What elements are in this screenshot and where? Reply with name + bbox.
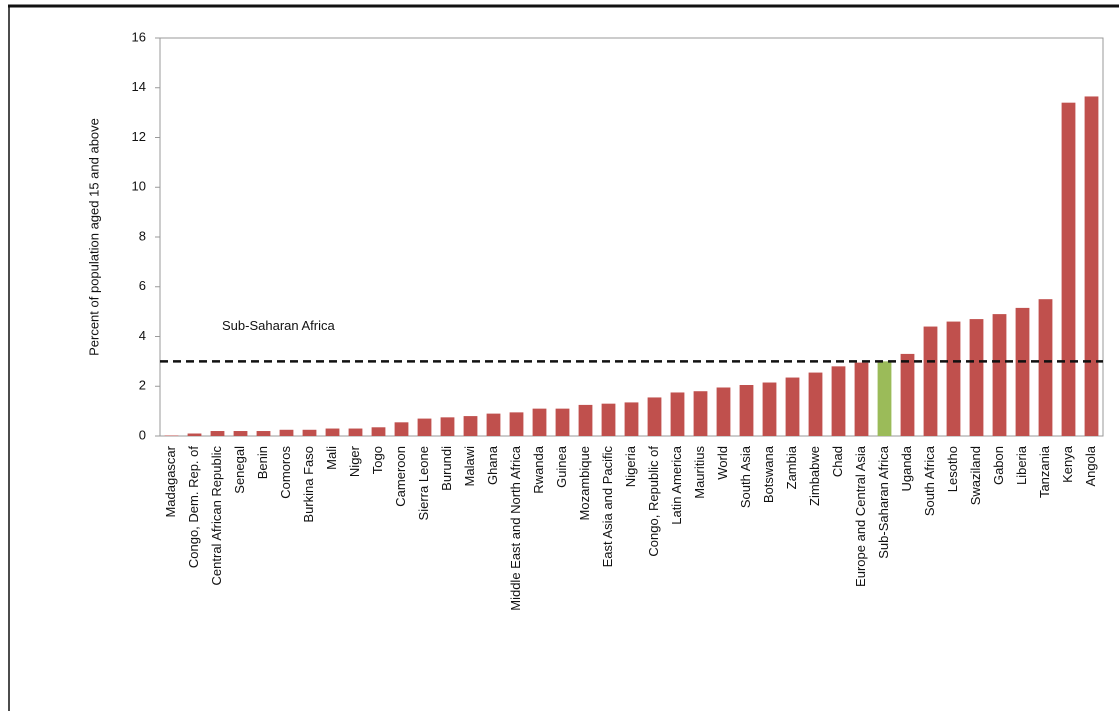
- x-tick-label: East Asia and Pacific: [600, 446, 615, 568]
- y-tick-label: 16: [132, 29, 146, 44]
- bar: [325, 428, 340, 436]
- bar: [716, 387, 731, 436]
- x-tick-label: Chad: [830, 446, 845, 477]
- bar: [808, 372, 823, 436]
- x-tick-label: Burundi: [439, 446, 454, 491]
- x-tick-label: Angola: [1083, 445, 1098, 486]
- y-tick-label: 12: [132, 129, 146, 144]
- x-tick-label: Tanzania: [1037, 445, 1052, 498]
- x-tick-label: Middle East and North Africa: [508, 445, 523, 611]
- bar: [624, 402, 639, 436]
- bar: [256, 431, 271, 436]
- x-tick-label: Madagascar: [163, 445, 178, 517]
- x-tick-label: Zambia: [784, 445, 799, 489]
- x-tick-label: Sierra Leone: [416, 446, 431, 520]
- x-tick-label: Togo: [370, 446, 385, 474]
- bar: [1061, 102, 1076, 437]
- bar: [486, 413, 501, 436]
- x-tick-label: Niger: [347, 445, 362, 477]
- x-tick-label: Sub-Saharan Africa: [876, 445, 891, 559]
- bar: [739, 385, 754, 436]
- x-tick-label: Senegal: [232, 446, 247, 494]
- x-tick-label: Benin: [255, 446, 270, 479]
- x-tick-label: Congo, Dem. Rep. of: [186, 446, 201, 569]
- x-tick-label: Liberia: [1014, 445, 1029, 485]
- y-tick-label: 4: [139, 328, 146, 343]
- x-tick-label: Mali: [324, 446, 339, 470]
- x-tick-label: Zimbabwe: [807, 446, 822, 506]
- bar: [946, 321, 961, 436]
- bar: [1038, 299, 1053, 436]
- bar: [187, 433, 202, 436]
- bar: [854, 362, 869, 436]
- y-tick-label: 2: [139, 378, 146, 393]
- y-axis-label: Percent of population aged 15 and above: [86, 118, 101, 356]
- x-tick-label: Lesotho: [945, 446, 960, 492]
- bar: [831, 366, 846, 436]
- x-tick-label: Europe and Central Asia: [853, 445, 868, 587]
- plot-frame: [159, 37, 1104, 437]
- bar: [233, 431, 248, 436]
- x-tick-label: Botswana: [761, 445, 776, 503]
- y-tick-label: 6: [139, 278, 146, 293]
- x-tick-label: Mauritius: [692, 446, 707, 499]
- x-tick-label: Malawi: [462, 446, 477, 487]
- bar: [992, 314, 1007, 436]
- x-tick-label: Guinea: [554, 445, 569, 488]
- bar: [877, 361, 892, 436]
- bar: [210, 431, 225, 436]
- bar: [601, 403, 616, 436]
- bar: [647, 397, 662, 436]
- x-tick-label: Central African Republic: [209, 446, 224, 586]
- x-tick-label: Nigeria: [623, 445, 638, 487]
- x-tick-label: Ghana: [485, 445, 500, 485]
- y-tick-label: 10: [132, 179, 146, 194]
- bar: [969, 319, 984, 436]
- bar: [670, 392, 685, 436]
- x-tick-label: Rwanda: [531, 445, 546, 493]
- bar: [693, 391, 708, 436]
- x-tick-label: Gabon: [991, 446, 1006, 485]
- x-tick-label: Kenya: [1060, 445, 1075, 483]
- x-tick-label: Mozambique: [577, 446, 592, 520]
- y-tick-label: 0: [139, 427, 146, 442]
- bar: [532, 408, 547, 436]
- bar: [463, 416, 478, 436]
- x-tick-label: Latin America: [669, 445, 684, 525]
- bar: [1084, 96, 1099, 437]
- x-tick-label: Swaziland: [968, 446, 983, 505]
- bar: [785, 377, 800, 436]
- x-tick-label: South Africa: [922, 445, 937, 516]
- bar: [371, 427, 386, 436]
- y-tick-label: 14: [132, 79, 146, 94]
- x-tick-label: Comoros: [278, 446, 293, 499]
- x-tick-label: Burkina Faso: [301, 446, 316, 523]
- x-tick-label: World: [715, 446, 730, 480]
- reference-label: Sub-Saharan Africa: [222, 318, 336, 333]
- x-tick-label: Uganda: [899, 445, 914, 491]
- bar: [923, 326, 938, 436]
- bar: [302, 429, 317, 436]
- bar: [1015, 307, 1030, 436]
- bar: [417, 418, 432, 436]
- bar: [394, 422, 409, 436]
- bar: [348, 428, 363, 436]
- bar: [279, 429, 294, 436]
- x-tick-label: Cameroon: [393, 446, 408, 507]
- x-tick-label: South Asia: [738, 445, 753, 508]
- bar: [509, 412, 524, 436]
- y-tick-label: 8: [139, 228, 146, 243]
- bar: [578, 404, 593, 436]
- x-tick-label: Congo, Republic of: [646, 446, 661, 557]
- bar: [762, 382, 777, 436]
- bar: [900, 353, 915, 436]
- bar: [440, 417, 455, 436]
- bar: [555, 408, 570, 436]
